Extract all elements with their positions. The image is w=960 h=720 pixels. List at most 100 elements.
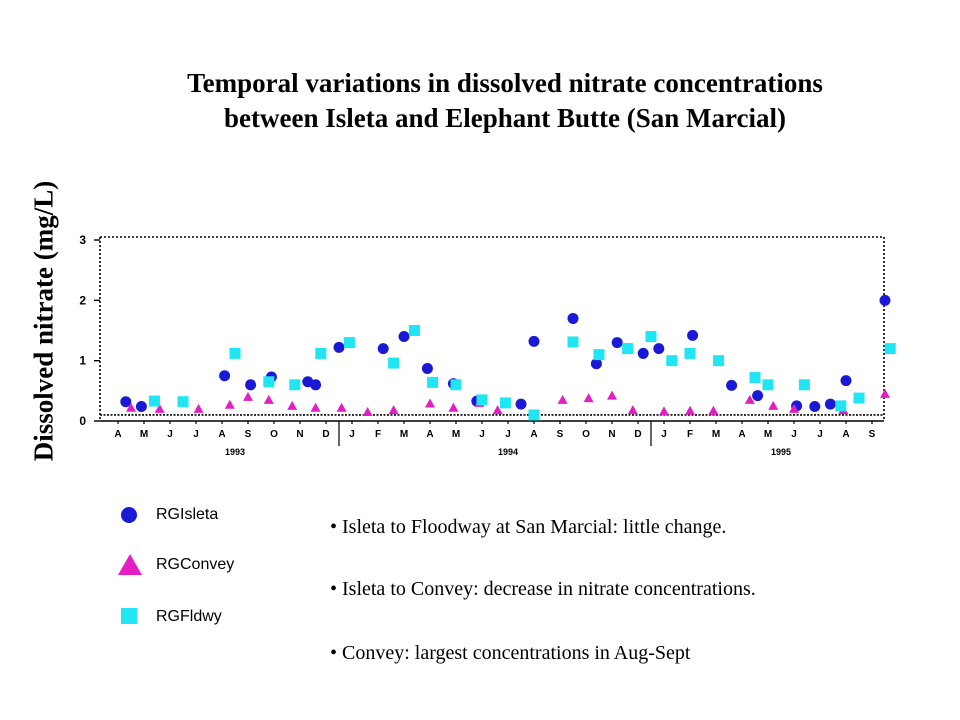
data-point-rgisleta: [245, 379, 257, 391]
data-point-rgisleta: [120, 396, 132, 408]
x-month-label: A: [426, 429, 433, 440]
chart-title: Temporal variations in dissolved nitrate…: [60, 66, 950, 136]
data-point-rgisleta: [687, 329, 699, 341]
x-month-label: N: [608, 429, 615, 440]
x-month-label: S: [869, 429, 876, 440]
y-tick-label: 3: [79, 233, 86, 247]
data-point-rgconvey: [448, 402, 459, 412]
chart-title-line-1: Temporal variations in dissolved nitrate…: [187, 68, 823, 98]
data-point-rgconvey: [154, 403, 165, 413]
legend-label-rgisleta: RGIsleta: [156, 506, 219, 523]
legend-label-rgconvey: RGConvey: [156, 556, 235, 573]
legend-square-marker: [121, 608, 137, 624]
legend: RGIsleta RGConvey RGFldwy: [118, 500, 298, 640]
data-point-rgconvey: [287, 400, 298, 410]
data-point-rgfldwy: [229, 347, 241, 359]
x-year-label: 1995: [771, 447, 791, 457]
y-tick-label: 0: [79, 414, 86, 428]
x-month-label: A: [842, 429, 849, 440]
data-point-rgfldwy: [343, 337, 355, 349]
data-point-rgconvey: [880, 388, 890, 398]
note-2: • Isleta to Convey: decrease in nitrate …: [330, 578, 756, 600]
data-point-rgisleta: [752, 390, 764, 402]
data-point-rgfldwy: [645, 331, 657, 343]
data-point-rgfldwy: [684, 347, 696, 359]
data-point-rgisleta: [377, 343, 389, 355]
data-point-rgconvey: [193, 403, 204, 413]
data-point-rgfldwy: [408, 325, 420, 337]
x-month-label: J: [791, 429, 797, 440]
data-point-rgconvey: [263, 394, 274, 404]
data-point-rgfldwy: [177, 396, 189, 408]
data-point-rgfldwy: [427, 376, 439, 388]
x-month-label: J: [479, 429, 485, 440]
data-point-rgfldwy: [315, 347, 327, 359]
data-point-rgfldwy: [798, 379, 810, 391]
data-point-rgisleta: [879, 294, 891, 306]
x-month-label: S: [557, 429, 564, 440]
data-point-rgfldwy: [884, 343, 896, 355]
data-point-rgconvey: [336, 402, 347, 412]
x-month-label: M: [712, 429, 720, 440]
x-month-label: J: [193, 429, 199, 440]
x-month-label: J: [349, 429, 355, 440]
data-point-rgisleta: [219, 370, 231, 382]
x-month-label: M: [140, 429, 148, 440]
x-month-label: M: [764, 429, 772, 440]
data-point-rgfldwy: [713, 355, 725, 367]
data-point-rgisleta: [726, 379, 738, 391]
y-tick-label: 1: [79, 354, 86, 368]
data-point-rgconvey: [607, 390, 617, 400]
x-month-label: O: [270, 429, 278, 440]
x-year-label: 1993: [225, 447, 245, 457]
data-point-rgfldwy: [388, 357, 400, 369]
data-point-rgfldwy: [499, 397, 511, 409]
data-point-rgisleta: [515, 398, 527, 410]
data-point-rgfldwy: [263, 376, 275, 388]
data-point-rgconvey: [659, 406, 669, 416]
data-point-rgconvey: [243, 391, 253, 401]
x-month-label: F: [687, 429, 693, 440]
data-point-rgconvey: [388, 405, 399, 415]
x-month-label: A: [114, 429, 121, 440]
legend-circle-marker: [121, 507, 137, 523]
data-point-rgisleta: [637, 347, 649, 359]
x-month-label: M: [452, 429, 460, 440]
data-point-rgisleta: [611, 337, 623, 349]
legend-item-rgisleta: RGIsleta: [118, 502, 298, 528]
data-point-rgfldwy: [148, 395, 160, 407]
x-month-label: J: [505, 429, 511, 440]
data-point-rgconvey: [583, 393, 594, 403]
data-point-rgconvey: [492, 405, 503, 415]
legend-triangle-marker: [118, 554, 142, 575]
data-point-rgconvey: [789, 403, 799, 413]
data-point-rgconvey: [627, 405, 638, 415]
x-month-label: J: [167, 429, 173, 440]
data-point-rgisleta: [653, 343, 665, 355]
data-point-rgisleta: [528, 335, 540, 347]
note-3: • Convey: largest concentrations in Aug-…: [330, 642, 691, 664]
data-point-rgisleta: [310, 379, 322, 391]
data-point-rgisleta: [809, 401, 821, 413]
data-point-rgfldwy: [853, 392, 865, 404]
data-point-rgisleta: [421, 363, 433, 375]
data-point-rgfldwy: [289, 379, 301, 391]
data-point-rgfldwy: [835, 400, 847, 412]
data-point-rgisleta: [567, 312, 579, 324]
data-point-rgconvey: [708, 405, 719, 415]
x-month-label: F: [375, 429, 381, 440]
data-point-rgconvey: [685, 405, 695, 415]
x-month-label: M: [400, 429, 408, 440]
data-point-rgconvey: [310, 402, 321, 412]
x-month-label: O: [582, 429, 590, 440]
y-tick-label: 2: [79, 293, 86, 307]
x-month-label: J: [661, 429, 667, 440]
data-point-rgfldwy: [622, 343, 634, 355]
chart-title-line-2: between Isleta and Elephant Butte (San M…: [223, 103, 786, 133]
data-point-rgconvey: [557, 394, 568, 404]
x-month-label: D: [634, 429, 641, 440]
data-point-rgconvey: [224, 399, 235, 409]
data-point-rgfldwy: [450, 379, 462, 391]
x-month-label: A: [530, 429, 537, 440]
data-point-rgisleta: [824, 398, 836, 410]
